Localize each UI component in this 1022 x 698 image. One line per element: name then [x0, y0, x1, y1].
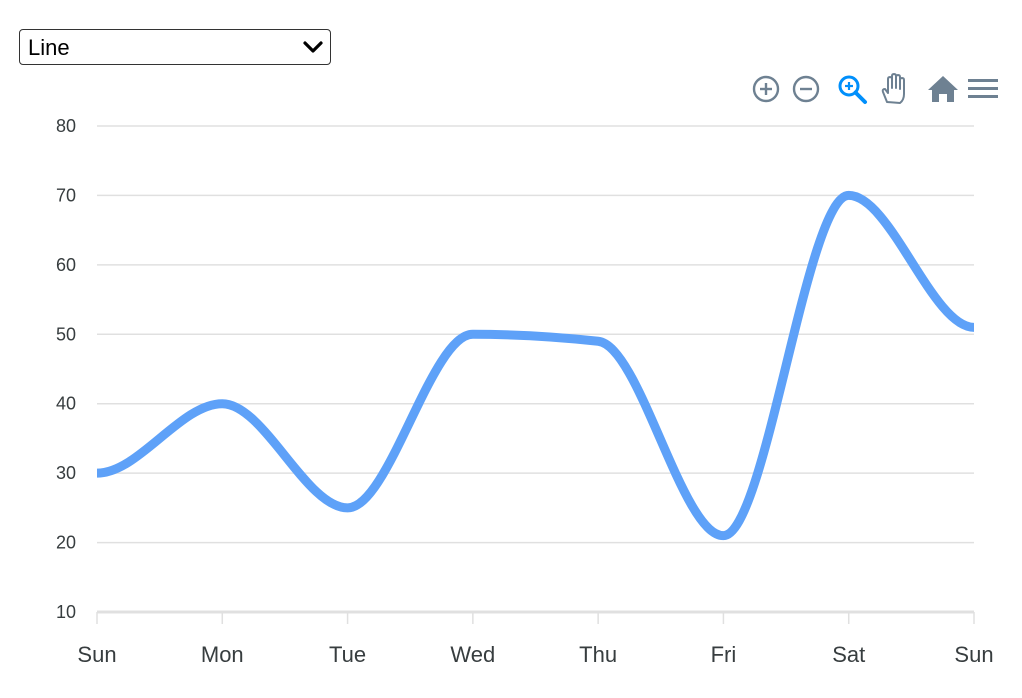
- y-tick-label: 60: [56, 255, 76, 275]
- y-tick-label: 80: [56, 116, 76, 136]
- zoom-out-icon[interactable]: [792, 72, 822, 111]
- x-tick-label: Sat: [832, 642, 865, 667]
- chart-type-selected-value: Line: [28, 35, 70, 60]
- series-line: [96, 190, 975, 541]
- chevron-down-icon: [302, 36, 324, 63]
- y-tick-label: 30: [56, 463, 76, 483]
- x-tick-label: Thu: [579, 642, 617, 667]
- x-tick-label: Tue: [329, 642, 366, 667]
- selection-zoom-icon[interactable]: [836, 72, 870, 111]
- x-tick-label: Mon: [201, 642, 244, 667]
- x-tick-label: Wed: [450, 642, 495, 667]
- y-tick-label: 10: [56, 602, 76, 622]
- chart-type-select[interactable]: Line: [19, 29, 331, 65]
- y-tick-label: 50: [56, 324, 76, 344]
- x-tick-label: Sun: [954, 642, 993, 667]
- chart-toolbar: [748, 72, 1004, 108]
- x-tick-label: Fri: [711, 642, 737, 667]
- zoom-in-icon[interactable]: [752, 72, 782, 111]
- y-tick-label: 40: [56, 394, 76, 414]
- y-tick-label: 70: [56, 185, 76, 205]
- pan-hand-icon[interactable]: [878, 72, 912, 111]
- x-tick-label: Sun: [77, 642, 116, 667]
- reset-home-icon[interactable]: [926, 72, 960, 111]
- y-tick-label: 20: [56, 533, 76, 553]
- menu-icon[interactable]: [966, 72, 1000, 111]
